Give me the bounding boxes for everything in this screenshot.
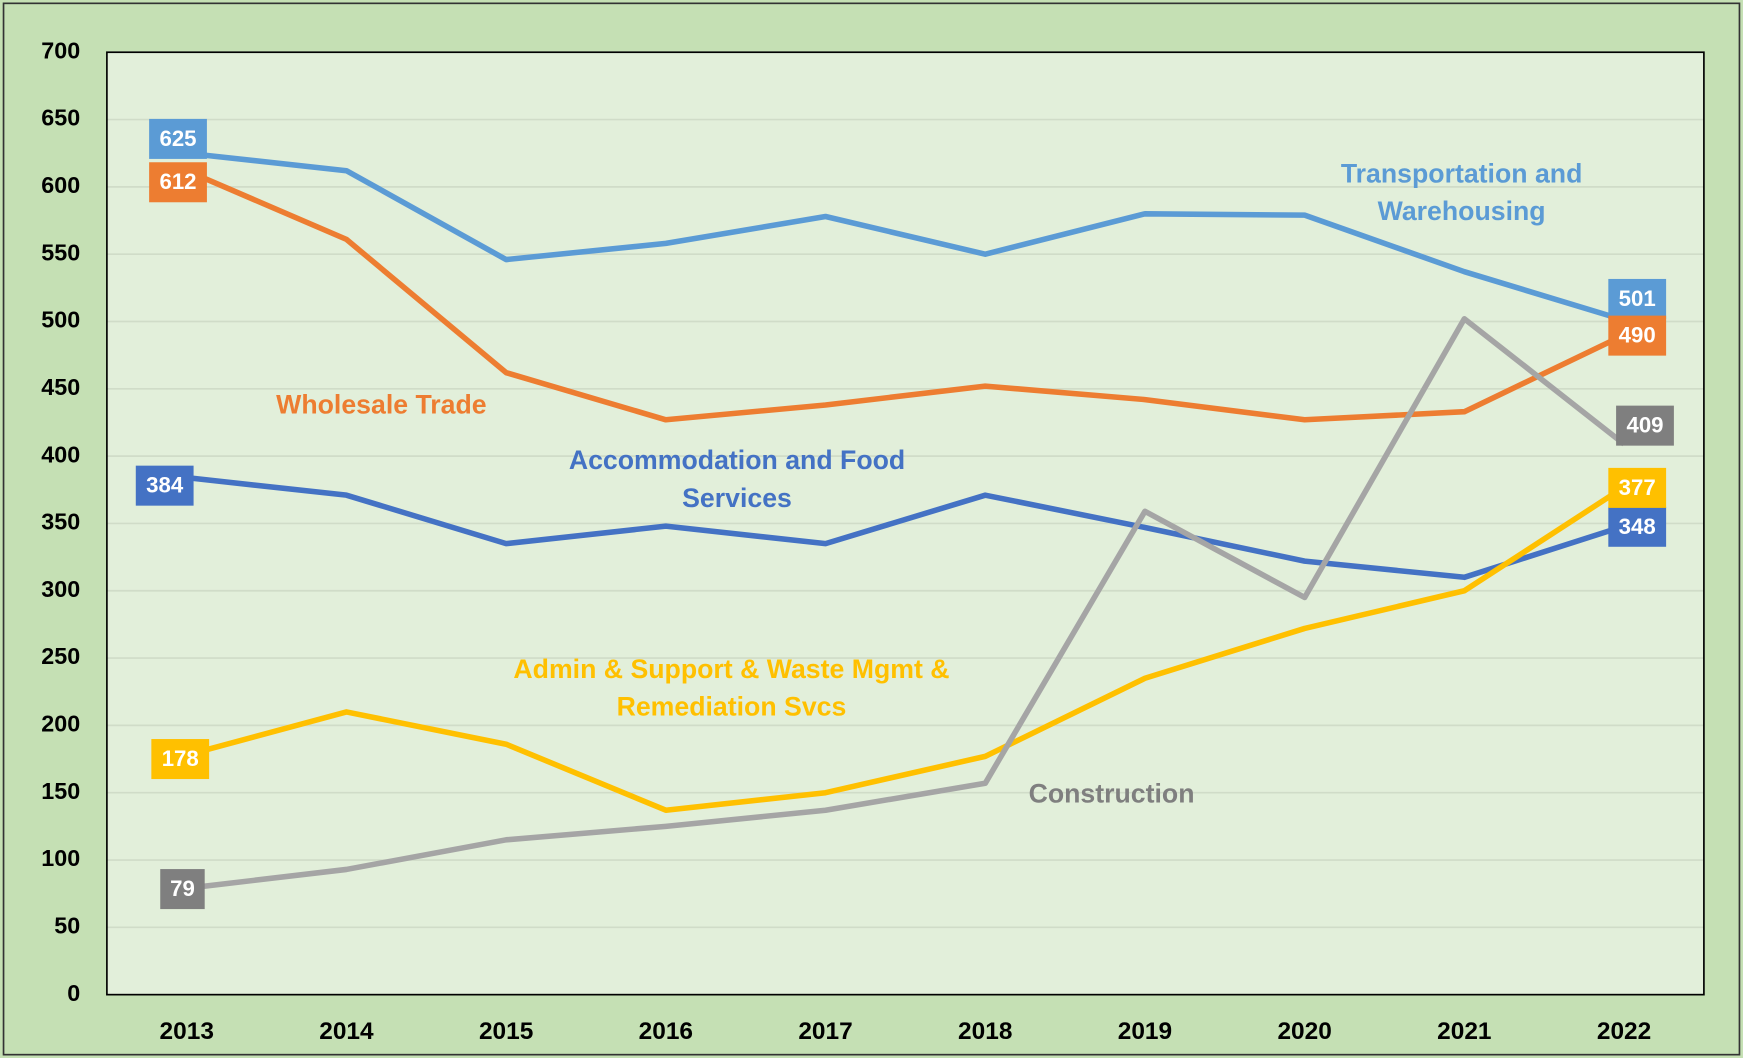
series-label: Transportation and Warehousing [1340, 158, 1583, 227]
y-tick-label: 0 [67, 980, 80, 1006]
series-line [186, 484, 1626, 813]
series-label-box: Transportation and Warehousing [1340, 158, 1583, 227]
data-label: 384 [146, 473, 184, 498]
series-label: Accommodation and Food Services [568, 445, 906, 514]
data-label-box [160, 869, 205, 910]
x-tick-label: 2016 [639, 1018, 693, 1045]
y-tick-label: 200 [41, 711, 80, 737]
data-label-box [151, 739, 210, 780]
series-label-box: Construction [1028, 779, 1195, 810]
data-label-box [1616, 405, 1674, 446]
y-tick-label: 550 [41, 239, 80, 265]
data-label-box [135, 465, 194, 506]
y-tick-label: 600 [41, 172, 80, 198]
y-tick-label: 700 [41, 37, 80, 63]
x-tick-label: 2022 [1597, 1018, 1651, 1045]
y-tick-label: 450 [41, 374, 80, 400]
x-tick-label: 2015 [479, 1018, 533, 1045]
series-label: Construction [1028, 779, 1195, 810]
series-line [186, 474, 1625, 581]
x-tick-label: 2014 [319, 1018, 374, 1045]
series-label: Admin & Support & Waste Mgmt & Remediati… [513, 654, 950, 723]
x-tick-label: 2021 [1437, 1018, 1491, 1045]
y-tick-label: 50 [54, 912, 80, 938]
data-label: 490 [1619, 323, 1656, 348]
series-line [185, 168, 1626, 423]
data-label: 79 [170, 876, 195, 901]
data-label-box [1608, 315, 1667, 356]
y-tick-label: 350 [41, 509, 80, 535]
y-tick-label: 150 [41, 778, 80, 804]
x-tick-label: 2013 [160, 1018, 214, 1045]
x-tick-label: 2018 [958, 1018, 1012, 1045]
y-tick-label: 250 [41, 643, 80, 669]
data-label-box [1608, 506, 1667, 547]
data-label-box [1608, 467, 1667, 508]
series-label-box: Admin & Support & Waste Mgmt & Remediati… [513, 654, 950, 723]
data-label: 625 [159, 126, 196, 151]
data-label: 377 [1619, 475, 1656, 500]
data-label: 348 [1619, 514, 1656, 539]
data-label-box [149, 118, 207, 159]
series-line [186, 150, 1625, 323]
data-label-box [1608, 278, 1667, 319]
x-tick-label: 2017 [798, 1018, 852, 1045]
x-tick-label: 2020 [1277, 1018, 1331, 1045]
series-label: Wholesale Trade [276, 390, 487, 421]
y-tick-label: 300 [41, 576, 80, 602]
data-label: 612 [159, 169, 196, 194]
series-line [186, 316, 1626, 892]
y-tick-label: 400 [41, 441, 80, 467]
data-label: 501 [1619, 286, 1656, 311]
y-tick-label: 100 [41, 845, 80, 871]
data-label: 178 [162, 746, 199, 771]
y-tick-label: 500 [41, 307, 80, 333]
data-label: 409 [1626, 413, 1663, 438]
data-label-box [149, 162, 207, 203]
series-label-box: Accommodation and Food Services [568, 445, 906, 514]
plot-border [106, 51, 1705, 996]
series-label-box: Wholesale Trade [276, 390, 487, 421]
x-tick-label: 2019 [1118, 1018, 1172, 1045]
y-tick-label: 650 [41, 105, 80, 131]
